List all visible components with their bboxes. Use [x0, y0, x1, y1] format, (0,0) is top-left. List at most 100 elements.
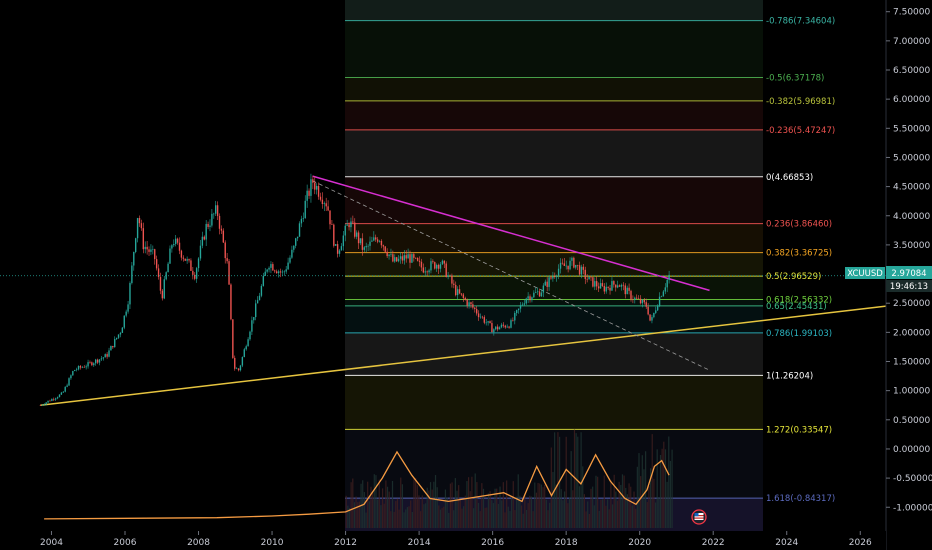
candle-body [487, 321, 489, 323]
candle-body [630, 290, 632, 300]
candle-body [474, 307, 476, 310]
candle-body [468, 302, 470, 306]
volume-bar [416, 485, 418, 528]
fib-label-6: 0.382(3.36725) [766, 249, 832, 259]
candle-body [192, 270, 194, 275]
candle-body [312, 179, 314, 183]
volume-bar [636, 466, 638, 528]
volume-bar [524, 495, 526, 528]
candle-body [335, 244, 337, 246]
price-tick-label: 1.50000 [893, 358, 930, 368]
fib-label-12: 1.272(0.33547) [766, 425, 832, 435]
price-tick-label: 7.00000 [893, 37, 930, 47]
volume-bar [373, 474, 375, 528]
candle-body [272, 264, 274, 271]
candle-body [115, 337, 118, 340]
flag-icon[interactable] [691, 509, 707, 525]
candle-body [439, 264, 442, 269]
candle-body [536, 291, 539, 293]
fib-label-0: -0.786(7.34604) [766, 17, 835, 27]
candle-body [491, 323, 493, 333]
candle-body [599, 283, 602, 289]
volume-bar [395, 501, 397, 528]
trendline-lower[interactable] [40, 305, 887, 406]
candle-body [495, 326, 497, 330]
volume-bar [527, 503, 529, 528]
volume-bar [635, 508, 637, 528]
volume-bar [537, 482, 539, 528]
candle-body [365, 246, 367, 248]
fib-band [345, 305, 763, 333]
candle-body [201, 236, 204, 246]
trendline-dashed[interactable] [312, 180, 710, 371]
time-axis-ticks: 2004 2006 2008 2010 2012 2014 2016 2018 2020 2022… [40, 531, 872, 548]
volume-bar [509, 511, 511, 528]
candle-body [81, 366, 84, 368]
volume-bar [451, 482, 453, 528]
candle-body [260, 285, 263, 296]
candle-body [557, 268, 560, 277]
volume-bar [545, 499, 547, 528]
volume-bar [472, 508, 475, 528]
fib-band [345, 429, 763, 499]
year-tick-label: 2012 [334, 538, 357, 548]
volume-bar [580, 432, 582, 528]
candle-body [66, 385, 68, 387]
candle-body [56, 397, 59, 399]
candle-body [504, 325, 506, 328]
volume-bar [654, 502, 657, 528]
candle-body [424, 271, 426, 273]
price-tick-label: 2.50000 [893, 299, 930, 309]
volume-bar [365, 512, 367, 528]
candle-body [397, 258, 400, 262]
candle-body [571, 257, 573, 261]
volume-bar [463, 506, 465, 528]
volume-bar [471, 476, 473, 528]
candle-body [176, 238, 179, 243]
volume-bar [525, 509, 528, 528]
volume-bar [499, 486, 501, 528]
candle-body [354, 222, 356, 237]
candle-body [79, 366, 82, 368]
time-axis-background[interactable] [0, 531, 886, 550]
volume-bar [424, 503, 427, 528]
volume-bar [570, 451, 572, 528]
candle-body [350, 221, 352, 228]
candle-body [651, 317, 653, 321]
candle-body [567, 265, 569, 270]
candle-body [527, 296, 529, 299]
price-tick-label: 6.50000 [893, 66, 930, 76]
candle-body [268, 267, 270, 270]
candle-body [110, 345, 112, 351]
candle-body [287, 262, 289, 270]
volume-bar [400, 477, 402, 528]
candle-body [592, 277, 594, 287]
year-tick-label: 2024 [775, 538, 798, 548]
candle-body [432, 261, 434, 263]
candle-body [58, 394, 61, 398]
candle-body [243, 349, 245, 358]
volume-bar [378, 479, 380, 528]
candle-body [422, 267, 425, 273]
candle-body [378, 240, 381, 242]
volume-bar [520, 505, 523, 528]
candle-body [470, 302, 472, 305]
candle-body [502, 324, 505, 326]
trendline-upper[interactable] [312, 175, 710, 292]
candle-body [74, 370, 76, 372]
candle-body [369, 241, 371, 246]
volume-bar [388, 491, 390, 528]
fibonacci-lines [345, 20, 763, 499]
candle-body [658, 296, 661, 306]
volume-bar [515, 496, 518, 528]
volume-bar [666, 481, 668, 528]
candle-body [458, 289, 461, 294]
candle-body [329, 210, 331, 225]
price-tick-label: 3.50000 [893, 241, 930, 251]
candle-body [64, 386, 66, 392]
current-price-value: 2.97084 [891, 269, 926, 279]
trendlines[interactable] [40, 175, 887, 406]
candle-body [611, 281, 613, 291]
